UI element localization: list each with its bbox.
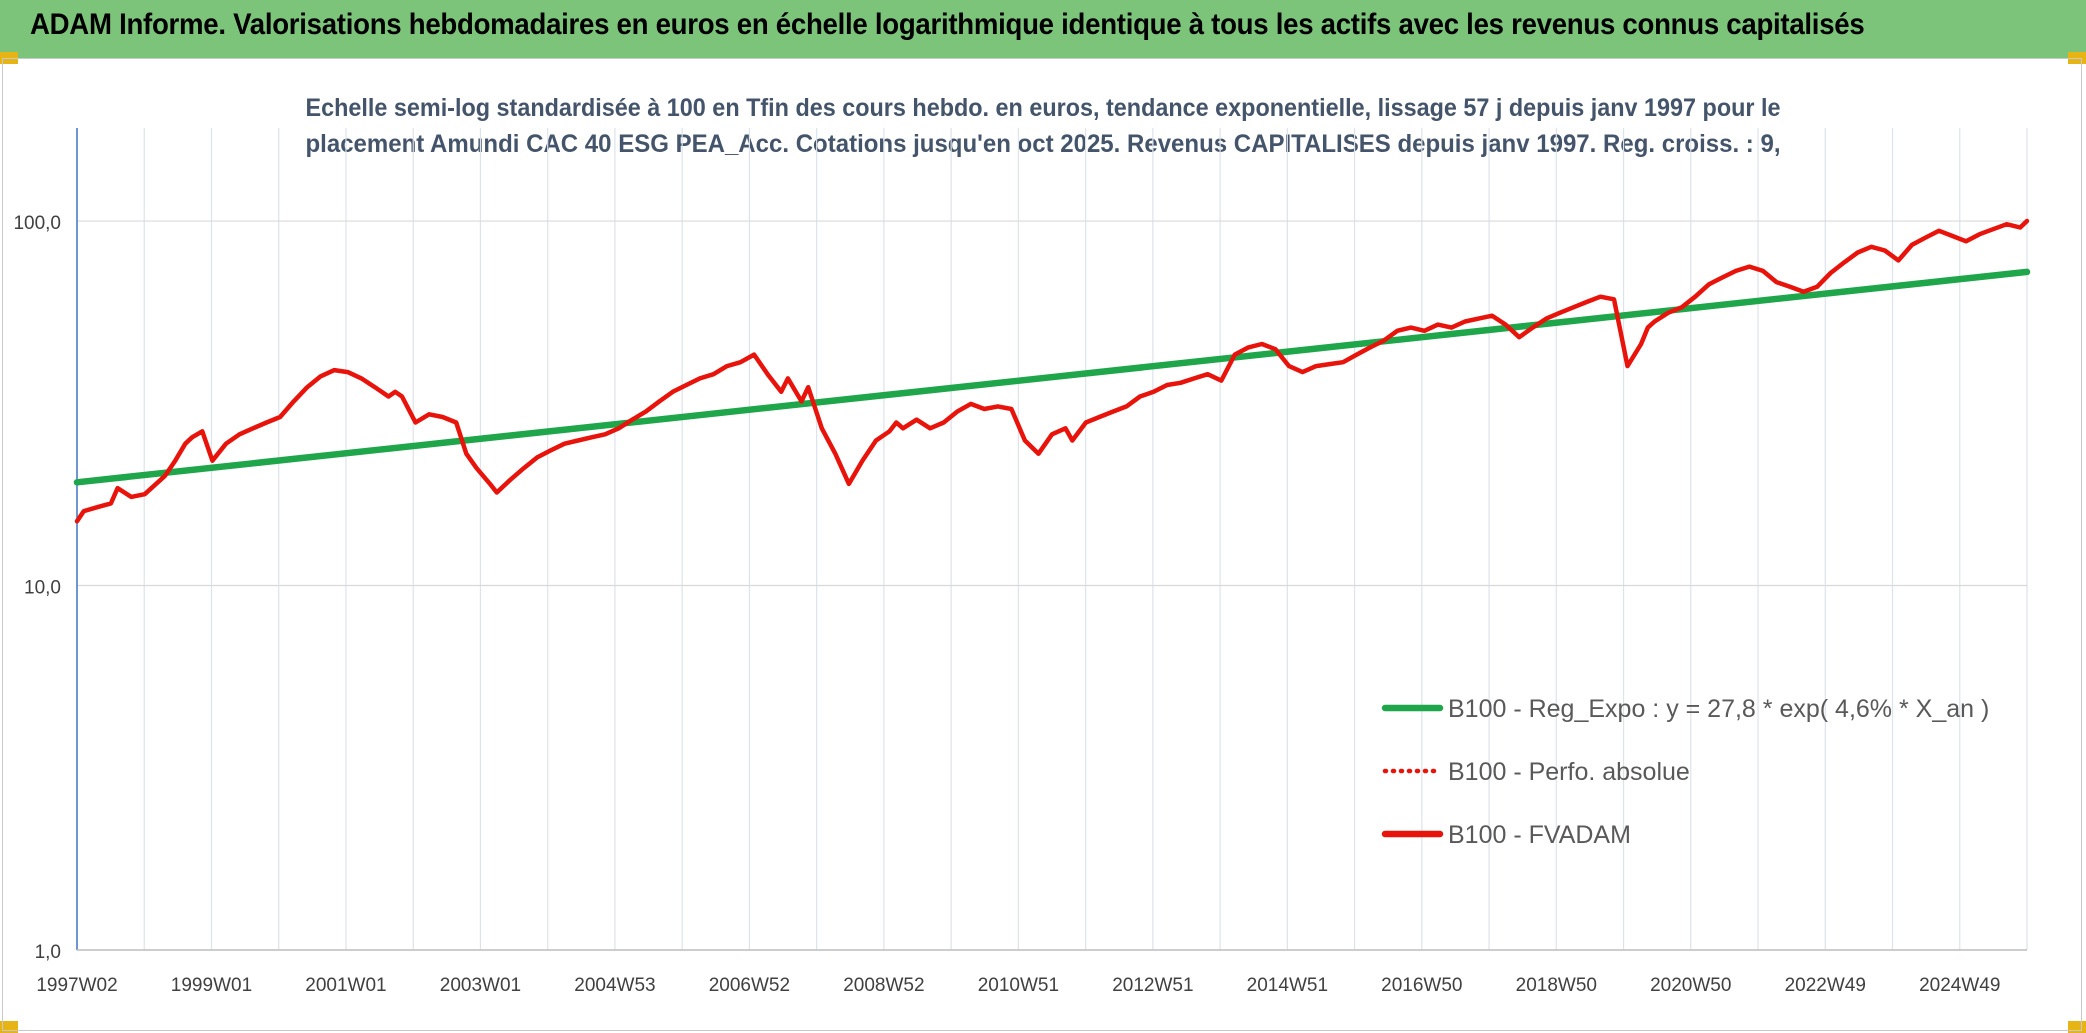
y-tick-label: 100,0 — [13, 213, 61, 234]
x-tick-label: 1999W01 — [171, 975, 252, 996]
chart-title-line: Echelle semi-log standardisée à 100 en T… — [306, 94, 1781, 122]
x-tick-label: 2004W53 — [574, 975, 655, 996]
x-tick-label: 2003W01 — [440, 975, 521, 996]
x-tick-label: 2001W01 — [305, 975, 386, 996]
chart-frame — [2, 58, 2082, 1031]
header-banner: ADAM Informe. Valorisations hebdomadaire… — [0, 0, 2086, 58]
x-tick-label: 2024W49 — [1919, 975, 2000, 996]
x-tick-label: 2022W49 — [1785, 975, 1866, 996]
x-tick-label: 2018W50 — [1516, 975, 1597, 996]
page-title: ADAM Informe. Valorisations hebdomadaire… — [30, 8, 1865, 41]
y-tick-label: 1,0 — [35, 942, 61, 963]
legend-label-1: B100 - Perfo. absolue — [1448, 758, 1690, 786]
x-tick-label: 2014W51 — [1247, 975, 1328, 996]
x-tick-label: 2006W52 — [709, 975, 790, 996]
y-tick-label: 10,0 — [24, 578, 61, 599]
x-tick-label: 2020W50 — [1650, 975, 1731, 996]
legend-label-0: B100 - Reg_Expo : y = 27,8 * exp( 4,6% *… — [1448, 695, 1989, 723]
x-tick-label: 2012W51 — [1112, 975, 1193, 996]
x-tick-label: 2016W50 — [1381, 975, 1462, 996]
x-tick-label: 2008W52 — [843, 975, 924, 996]
x-tick-label: 1997W02 — [36, 975, 117, 996]
series-line-0 — [73, 268, 2031, 486]
legend-label-2: B100 - FVADAM — [1448, 821, 1631, 849]
chart-title-line: placement Amundi CAC 40 ESG PEA_Acc. Cot… — [306, 130, 1781, 158]
x-tick-label: 2010W51 — [978, 975, 1059, 996]
series-line-2 — [74, 218, 2030, 524]
